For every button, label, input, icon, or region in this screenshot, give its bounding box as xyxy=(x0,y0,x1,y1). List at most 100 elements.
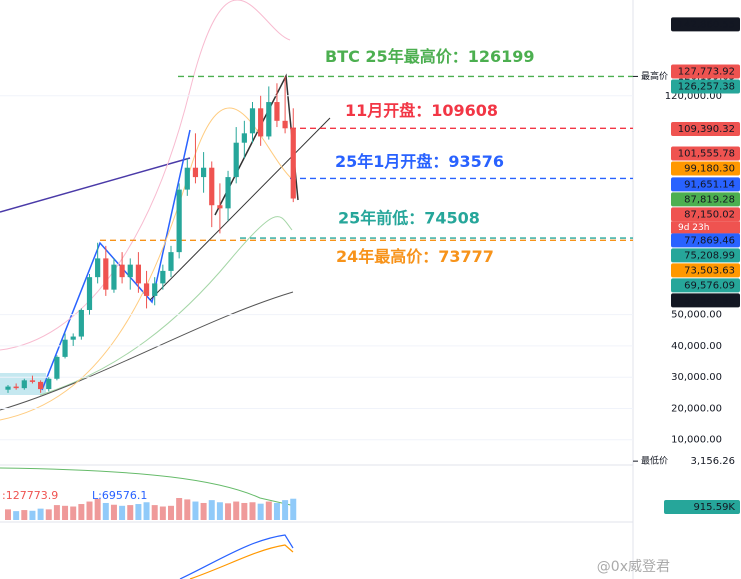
volume-bar xyxy=(37,508,44,520)
candle-body xyxy=(70,336,76,340)
candle-body xyxy=(233,142,239,178)
candle-body xyxy=(143,283,150,296)
marker-name: 最低价 xyxy=(641,455,668,467)
volume-bar xyxy=(119,505,126,520)
candle-body xyxy=(54,356,60,379)
candle-body xyxy=(176,189,182,253)
price-label: 87,150.02 xyxy=(684,209,735,220)
candle-body xyxy=(152,283,158,296)
price-label: 127,773.92 xyxy=(678,66,735,77)
candle-body xyxy=(95,258,101,278)
macd-lines xyxy=(179,534,294,579)
price-label-box xyxy=(671,17,740,32)
candle-body xyxy=(225,177,231,209)
price-label-box xyxy=(671,177,740,192)
price-label: 126,257.38 xyxy=(678,81,735,92)
price-label: 91,651.14 xyxy=(684,179,735,190)
volume-bar xyxy=(94,498,101,520)
annotation: BTC 25年最高价：126199 xyxy=(325,47,535,66)
candle-body xyxy=(241,133,247,143)
y-tick-label: 10,000.00 xyxy=(671,435,722,446)
volume-bar xyxy=(200,502,207,520)
countdown: 9d 23h xyxy=(678,223,709,233)
candle-body xyxy=(38,381,44,390)
annotation: 25年前低：74508 xyxy=(338,209,480,228)
volume-bar xyxy=(184,499,191,520)
price-label-box xyxy=(671,263,740,278)
volume-bar xyxy=(208,500,215,520)
volume-bar xyxy=(216,502,223,520)
y-tick-label: 20,000.00 xyxy=(671,403,722,414)
candle-body xyxy=(201,167,207,178)
price-label-box xyxy=(671,278,740,293)
candle-body xyxy=(160,270,166,284)
marker-value: 3,156.26 xyxy=(690,456,735,467)
marker-name: 最高价 xyxy=(641,70,668,82)
candle-body xyxy=(184,167,190,190)
y-tick-label: 40,000.00 xyxy=(671,341,722,352)
candle-body xyxy=(13,386,19,389)
price-label: 69,576.09 xyxy=(684,280,735,291)
candle-body xyxy=(282,120,288,129)
candle-body xyxy=(249,108,256,134)
volume-bar xyxy=(273,502,280,520)
volume-bar xyxy=(233,501,240,520)
price-label: 109,390.32 xyxy=(678,124,735,135)
price-label-box xyxy=(671,161,740,176)
volume-bar xyxy=(151,505,158,520)
price-label-box xyxy=(671,121,740,136)
volume-bar xyxy=(29,510,36,520)
price-label: 142,860.55 xyxy=(678,19,735,30)
candle-body xyxy=(29,380,36,382)
annotation: 25年1月开盘：93576 xyxy=(335,152,504,171)
volume-bar xyxy=(45,509,52,520)
volume-label-box xyxy=(664,500,740,514)
price-label-box xyxy=(671,79,740,94)
candle-body xyxy=(217,205,223,209)
volume-bar xyxy=(192,501,199,520)
price-label-box xyxy=(671,248,740,263)
y-tick-label: 120,000.00 xyxy=(665,91,722,102)
y-tick-label: 50,000.00 xyxy=(671,310,722,321)
volume-bar xyxy=(257,503,264,520)
candle-body xyxy=(209,167,215,206)
volume-label: 915.59K xyxy=(693,502,735,513)
price-label-box xyxy=(671,146,740,161)
volume-bar xyxy=(78,504,85,520)
candle-body xyxy=(103,258,109,290)
volume-bar xyxy=(5,509,11,520)
price-label: 77,869.46 xyxy=(684,235,735,246)
volume-bar xyxy=(70,506,77,520)
candle-body xyxy=(274,102,280,121)
annotation: 24年最高价：73777 xyxy=(336,247,494,266)
candle-body xyxy=(21,380,27,389)
volume-bar xyxy=(127,505,134,520)
price-label: 101,555.78 xyxy=(678,148,735,159)
candle-body xyxy=(290,128,296,199)
price-label: 75,208.99 xyxy=(684,250,735,261)
volume-bar xyxy=(168,505,174,520)
candle-body xyxy=(78,309,84,337)
y-tick-label: 30,000.00 xyxy=(671,372,722,383)
volume-high: :127773.9 xyxy=(2,489,58,502)
volume-bar xyxy=(290,498,297,520)
price-label: 87,819.28 xyxy=(684,194,735,205)
candle-body xyxy=(127,264,133,278)
candle-body xyxy=(168,252,174,271)
watermark: @0x威登君 xyxy=(597,559,670,575)
candle-body xyxy=(266,102,272,137)
candle-body xyxy=(62,339,68,357)
candle-body xyxy=(135,264,141,284)
volume-bar xyxy=(21,510,28,520)
candle-body xyxy=(46,378,52,390)
volume-bar xyxy=(135,504,142,520)
price-label-box xyxy=(671,192,740,207)
volume-bar xyxy=(241,502,248,520)
volume-bar xyxy=(265,501,272,520)
candle-body xyxy=(119,264,125,278)
price-label: 73,503.63 xyxy=(684,265,735,276)
candle-body xyxy=(86,277,93,310)
volume-bar xyxy=(102,502,109,520)
